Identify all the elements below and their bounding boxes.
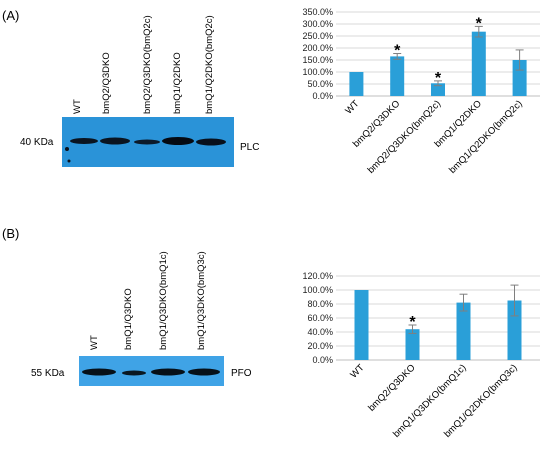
bar [390, 56, 405, 96]
y-tick-label: 100.0% [302, 285, 333, 295]
x-tick-label: WT [343, 98, 361, 116]
bar-chart-b: 0.0% 20.0% 40.0% 60.0% 80.0% 100.0% 120.0% WT * b… [302, 271, 540, 440]
blot-b-band [151, 368, 185, 376]
panel-a-label: (A) [2, 8, 20, 23]
blot-a-band [70, 138, 98, 144]
blot-a-size-marker: 40 KDa [20, 137, 54, 148]
bar [405, 329, 420, 360]
blot-b-protein-label: PFO [231, 368, 252, 379]
y-tick-label: 200.0% [302, 43, 333, 53]
x-tick-label: WT [348, 362, 366, 380]
bar [349, 72, 364, 96]
bar [512, 60, 527, 96]
bar [456, 302, 471, 360]
y-tick-label: 100.0% [302, 67, 333, 77]
y-tick-label: 40.0% [307, 327, 333, 337]
blot-a-band [134, 139, 160, 145]
blot-b-lane-label: bmQ1/Q3DKO(bmQ3c) [196, 251, 207, 350]
blot-a-band [100, 137, 130, 145]
panel-b-label: (B) [2, 226, 20, 241]
significance-star: * [409, 314, 416, 331]
blot-a-band [196, 138, 226, 146]
blot-a-lane-label: bmQ1/Q2DKO(bmQ2c) [204, 15, 215, 114]
x-tick-label: bmQ2/Q3DKO(bmQ2c) [366, 98, 444, 176]
y-tick-label: 300.0% [302, 19, 333, 29]
blot-a: WT bmQ2/Q3DKO bmQ2/Q3DKO(bmQ2c) bmQ1/Q2D… [20, 15, 259, 167]
x-tick-label: bmQ2/Q3DKO [366, 362, 417, 413]
y-tick-label: 250.0% [302, 31, 333, 41]
blot-a-artifact [65, 147, 69, 151]
blot-a-protein-label: PLC [240, 142, 259, 153]
bar [354, 290, 369, 360]
y-tick-label: 20.0% [307, 341, 333, 351]
blot-b: WT bmQ1/Q3DKO bmQ1/Q3DKO(bmQ1c) bmQ1/Q3D… [31, 251, 252, 386]
blot-b-lane-label: WT [89, 335, 100, 350]
bar [507, 300, 522, 360]
blot-a-band [162, 137, 194, 145]
blot-a-artifact [67, 159, 71, 163]
bar [431, 83, 445, 96]
y-tick-label: 150.0% [302, 55, 333, 65]
bar [471, 31, 486, 96]
bar-chart-a: 0.0% 50.0% 100.0% 150.0% 200.0% 250.0% 300.0% 3… [302, 7, 540, 176]
blot-b-size-marker: 55 KDa [31, 368, 65, 379]
blot-b-lane-label: bmQ1/Q3DKO [123, 288, 134, 350]
y-tick-label: 0.0% [312, 91, 333, 101]
blot-a-lane-label: bmQ2/Q3DKO(bmQ2c) [142, 15, 153, 114]
blot-b-lane-label: bmQ1/Q3DKO(bmQ1c) [158, 251, 169, 350]
significance-star: * [394, 43, 401, 60]
y-tick-label: 0.0% [312, 355, 333, 365]
blot-b-band [122, 370, 146, 376]
y-tick-label: 80.0% [307, 299, 333, 309]
y-tick-label: 120.0% [302, 271, 333, 281]
y-tick-label: 60.0% [307, 313, 333, 323]
blot-a-lane-label: bmQ1/Q2DKO [172, 52, 183, 114]
y-tick-label: 350.0% [302, 7, 333, 17]
blot-b-band [82, 368, 116, 376]
significance-star: * [435, 70, 442, 87]
blot-a-lane-label: bmQ2/Q3DKO [101, 52, 112, 114]
y-tick-label: 50.0% [307, 79, 333, 89]
blot-a-lane-label: WT [72, 99, 83, 114]
significance-star: * [476, 15, 483, 32]
blot-b-band [188, 368, 220, 376]
x-tick-label: bmQ1/Q2DKO(bmQ2c) [447, 98, 525, 176]
